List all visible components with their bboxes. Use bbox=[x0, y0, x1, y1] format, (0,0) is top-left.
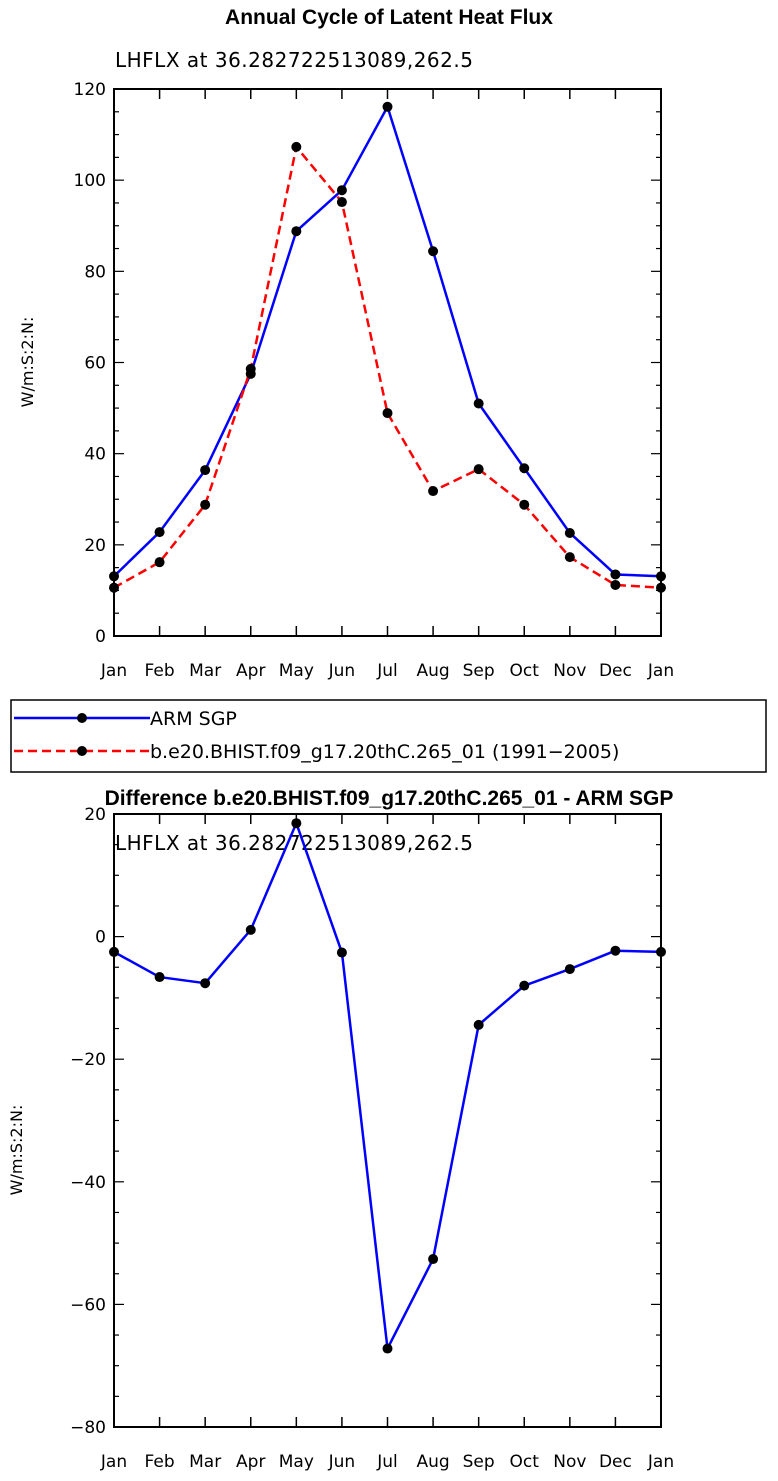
y-tick-label: 80 bbox=[84, 262, 106, 282]
x-tick-label: Feb bbox=[145, 1452, 175, 1472]
x-tick-label: Sep bbox=[463, 661, 495, 681]
x-tick-label: Aug bbox=[416, 1452, 449, 1472]
x-tick-label: Apr bbox=[236, 1452, 265, 1472]
data-point bbox=[519, 499, 530, 510]
y-tick-label: −20 bbox=[70, 1050, 106, 1070]
top-chart: Annual Cycle of Latent Heat Flux LHFLX a… bbox=[18, 6, 674, 681]
data-point bbox=[382, 101, 393, 112]
x-tick-label: Nov bbox=[553, 1452, 586, 1472]
data-point bbox=[656, 582, 666, 593]
data-point bbox=[564, 964, 575, 975]
y-tick-label: 100 bbox=[74, 171, 106, 191]
data-point bbox=[291, 141, 302, 152]
top-chart-subtitle: LHFLX at 36.282722513089,262.5 bbox=[115, 48, 473, 72]
data-point bbox=[382, 1343, 393, 1354]
y-tick-label: 60 bbox=[84, 354, 106, 374]
x-tick-label: Jul bbox=[376, 1452, 398, 1472]
data-point bbox=[610, 945, 621, 956]
x-tick-label: Sep bbox=[463, 1452, 495, 1472]
y-tick-label: −40 bbox=[70, 1173, 106, 1193]
legend-entry-model: b.e20.BHIST.f09_g17.20thC.265_01 (1991−2… bbox=[150, 741, 619, 763]
y-tick-label: 0 bbox=[95, 627, 106, 647]
legend-entry-arm-sgp: ARM SGP bbox=[150, 708, 237, 730]
data-point bbox=[200, 978, 211, 989]
series-line-arm-sgp bbox=[113, 105, 662, 578]
x-tick-label: Jul bbox=[376, 661, 398, 681]
data-point bbox=[428, 246, 439, 257]
x-tick-label: Oct bbox=[510, 661, 540, 681]
y-tick-label: −80 bbox=[70, 1418, 106, 1438]
series-line-b-e20-bhist-f09-g17-20thc-265-01-1991-2005 bbox=[113, 145, 662, 589]
data-point bbox=[154, 972, 165, 983]
bottom-plot-area: Jan Feb Mar Apr May Jun Jul Aug Sep Oct Nov Dec Jan −… bbox=[70, 805, 674, 1472]
x-tick-label: Aug bbox=[416, 661, 449, 681]
data-point bbox=[382, 408, 393, 419]
x-tick-label: Feb bbox=[145, 661, 175, 681]
top-chart-y-axis-label: W/m:S:2:N: bbox=[18, 317, 37, 408]
data-point bbox=[564, 552, 575, 563]
x-tick-label: Jan bbox=[647, 661, 674, 681]
plot-frame bbox=[113, 813, 662, 1428]
data-point bbox=[610, 579, 621, 590]
y-tick-label: 0 bbox=[95, 928, 106, 948]
plot-frame bbox=[113, 88, 662, 637]
data-point bbox=[519, 980, 530, 991]
data-point bbox=[154, 527, 165, 538]
data-point bbox=[336, 947, 347, 958]
x-tick-label: Dec bbox=[599, 1452, 632, 1472]
x-tick-label: Jun bbox=[328, 661, 356, 681]
y-tick-label: 20 bbox=[84, 805, 106, 825]
bottom-chart-y-axis-label: W/m:S:2:N: bbox=[7, 1105, 26, 1196]
series-line-difference bbox=[113, 821, 662, 1350]
data-point bbox=[200, 499, 211, 510]
data-point bbox=[109, 582, 119, 593]
bottom-chart-subtitle: LHFLX at 36.282722513089,262.5 bbox=[115, 831, 473, 855]
x-tick-label: Jan bbox=[647, 1452, 674, 1472]
legend-marker-model bbox=[77, 746, 87, 756]
x-tick-label: Nov bbox=[553, 661, 586, 681]
legend: ARM SGP b.e20.BHIST.f09_g17.20thC.265_01… bbox=[10, 699, 767, 773]
data-point bbox=[200, 465, 211, 476]
data-point bbox=[245, 363, 256, 374]
data-point bbox=[564, 527, 575, 538]
x-tick-label: May bbox=[279, 661, 314, 681]
data-point bbox=[336, 185, 347, 196]
data-point bbox=[428, 486, 439, 497]
data-point bbox=[473, 464, 484, 475]
x-tick-label: Oct bbox=[510, 1452, 540, 1472]
x-tick-label: Jan bbox=[100, 661, 127, 681]
x-tick-label: Apr bbox=[236, 661, 265, 681]
bottom-chart: Difference b.e20.BHIST.f09_g17.20thC.265… bbox=[7, 787, 674, 1472]
data-point bbox=[109, 946, 119, 957]
y-tick-label: −60 bbox=[70, 1295, 106, 1315]
data-point bbox=[109, 571, 119, 582]
data-point bbox=[473, 1019, 484, 1030]
legend-marker-arm-sgp bbox=[77, 713, 87, 723]
data-point bbox=[428, 1254, 439, 1265]
data-point bbox=[336, 197, 347, 208]
x-tick-label: May bbox=[279, 1452, 314, 1472]
x-tick-label: Jan bbox=[100, 1452, 127, 1472]
y-tick-label: 40 bbox=[84, 445, 106, 465]
data-point bbox=[473, 398, 484, 409]
data-point bbox=[291, 226, 302, 237]
y-tick-label: 120 bbox=[74, 80, 106, 100]
data-point bbox=[291, 818, 302, 829]
x-tick-label: Mar bbox=[189, 1452, 221, 1472]
legend-box bbox=[10, 699, 767, 773]
y-tick-label: 20 bbox=[84, 536, 106, 556]
data-point bbox=[245, 924, 256, 935]
data-point bbox=[610, 569, 621, 580]
x-tick-label: Dec bbox=[599, 661, 632, 681]
data-point bbox=[656, 946, 666, 957]
top-plot-area: Jan Feb Mar Apr May Jun Jul Aug Sep Oct Nov Dec Jan 0… bbox=[74, 80, 675, 681]
top-chart-title: Annual Cycle of Latent Heat Flux bbox=[225, 6, 553, 29]
data-point bbox=[519, 463, 530, 474]
x-tick-label: Jun bbox=[328, 1452, 356, 1472]
x-tick-label: Mar bbox=[189, 661, 221, 681]
data-point bbox=[656, 571, 666, 582]
bottom-chart-title: Difference b.e20.BHIST.f09_g17.20thC.265… bbox=[105, 787, 674, 810]
data-point bbox=[154, 557, 165, 568]
